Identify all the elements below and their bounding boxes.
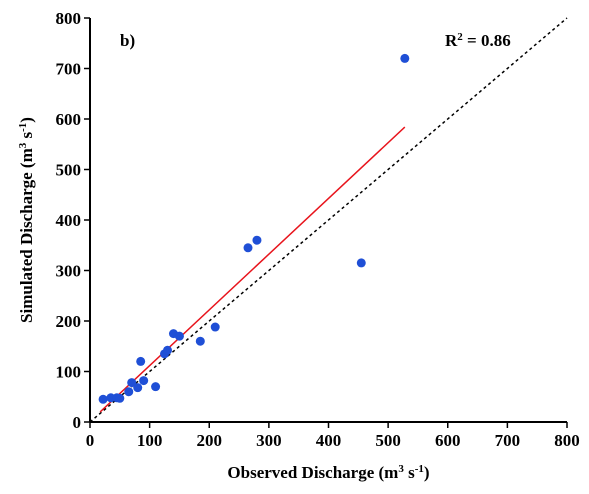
y-tick-label: 100 [56, 363, 82, 382]
x-tick-label: 200 [197, 431, 223, 450]
text-part: ) [424, 463, 430, 482]
y-tick-label: 300 [56, 262, 82, 281]
point [400, 53, 410, 63]
x-tick-label: 300 [256, 431, 282, 450]
x-tick-label: 800 [554, 431, 580, 450]
x-tick-label: 0 [86, 431, 95, 450]
text-part: ) [17, 117, 36, 123]
point [139, 376, 149, 386]
point [133, 383, 143, 393]
point [243, 243, 253, 253]
superscript: -1 [415, 463, 424, 475]
fit-line [99, 126, 406, 413]
point [174, 331, 184, 341]
text-part: Simulated Discharge (m [17, 148, 36, 323]
x-tick-label: 600 [435, 431, 461, 450]
x-axis-title: Observed Discharge (m3 s-1) [227, 463, 429, 482]
point [356, 258, 366, 268]
superscript: -1 [17, 123, 29, 132]
point [124, 387, 134, 397]
point [163, 345, 173, 355]
y-tick-label: 500 [56, 161, 82, 180]
y-tick-label: 400 [56, 211, 82, 230]
x-tick-label: 400 [316, 431, 342, 450]
y-tick-label: 200 [56, 312, 82, 331]
text-part: s [17, 132, 36, 143]
text-part: Observed Discharge (m [227, 463, 398, 482]
reference-line [89, 17, 568, 423]
text-part: s [404, 463, 415, 482]
y-tick-label: 0 [73, 413, 82, 432]
text-part: = 0.86 [463, 31, 511, 50]
x-tick-label: 700 [495, 431, 521, 450]
panel-label: b) [120, 31, 135, 50]
superscript: 3 [398, 463, 404, 475]
r-squared: R2 = 0.86 [445, 31, 511, 50]
y-tick-label: 700 [56, 60, 82, 79]
y-tick-label: 600 [56, 110, 82, 129]
point [210, 322, 220, 332]
x-tick-label: 500 [375, 431, 401, 450]
point [252, 235, 262, 245]
point [151, 382, 161, 392]
x-tick-label: 100 [137, 431, 163, 450]
point [195, 336, 205, 346]
y-tick-label: 800 [56, 9, 82, 28]
superscript: 3 [17, 142, 29, 148]
text-part: R [445, 31, 458, 50]
point [98, 394, 108, 404]
y-axis-title: Simulated Discharge (m3 s-1) [17, 117, 36, 323]
point [127, 378, 137, 388]
point [115, 393, 125, 403]
superscript: 2 [457, 31, 463, 43]
point [136, 356, 146, 366]
